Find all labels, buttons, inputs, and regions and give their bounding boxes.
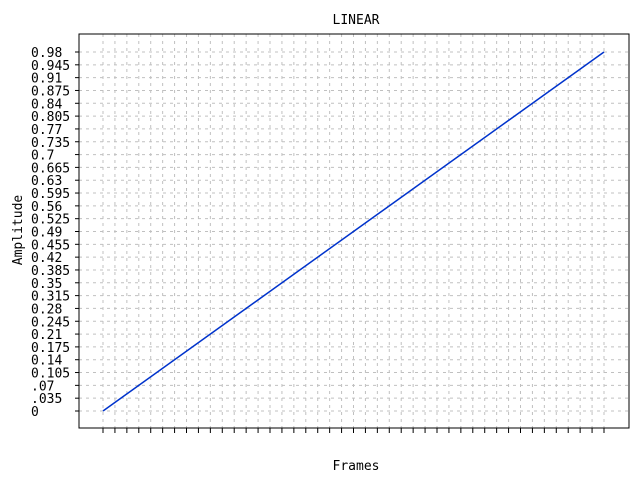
- chart-title: LINEAR: [333, 13, 380, 28]
- y-tick-label: 0.175: [31, 341, 70, 356]
- y-tick-label: 0.105: [31, 367, 70, 382]
- y-tick-label: 0.315: [31, 290, 70, 305]
- series-group: [102, 51, 605, 412]
- y-tick-label: 0.945: [31, 59, 70, 74]
- y-tick-label: 0.665: [31, 161, 70, 176]
- y-tick-label: 0.21: [31, 328, 62, 343]
- y-tick-label: 0.14: [31, 354, 62, 369]
- y-tick-label: 0.525: [31, 213, 70, 228]
- y-tick-label: 0.63: [31, 174, 62, 189]
- y-tick-label: 0.455: [31, 238, 70, 253]
- y-tick-label: 0: [31, 405, 39, 420]
- y-tick-label: 0.91: [31, 72, 62, 87]
- y-tick-label: .035: [31, 392, 62, 407]
- y-tick-label: 0.42: [31, 251, 62, 266]
- series-line: [102, 51, 605, 412]
- y-tick-label: 0.875: [31, 84, 70, 99]
- y-tick-label: 0.385: [31, 264, 70, 279]
- y-tick-label: 0.805: [31, 110, 70, 125]
- y-tick-label: 0.595: [31, 187, 70, 202]
- x-axis-label: Frames: [333, 459, 380, 474]
- y-tick-label: .07: [31, 379, 54, 394]
- y-tick-label: 0.735: [31, 136, 70, 151]
- y-tick-label: 0.49: [31, 226, 62, 241]
- y-tick-label: 0.56: [31, 200, 62, 215]
- y-tick-label: 0.98: [31, 46, 62, 61]
- y-axis-label: Amplitude: [11, 195, 26, 266]
- y-tick-label: 0.7: [31, 149, 54, 164]
- y-tick-label: 0.28: [31, 302, 62, 317]
- y-axis-ticks: 0.035.070.1050.140.1750.210.2450.280.315…: [31, 46, 79, 420]
- grid-lines: [79, 34, 629, 428]
- x-axis-ticks: [102, 428, 605, 433]
- y-tick-label: 0.77: [31, 123, 62, 138]
- y-tick-label: 0.35: [31, 277, 62, 292]
- y-tick-label: 0.84: [31, 97, 62, 112]
- y-tick-label: 0.245: [31, 315, 70, 330]
